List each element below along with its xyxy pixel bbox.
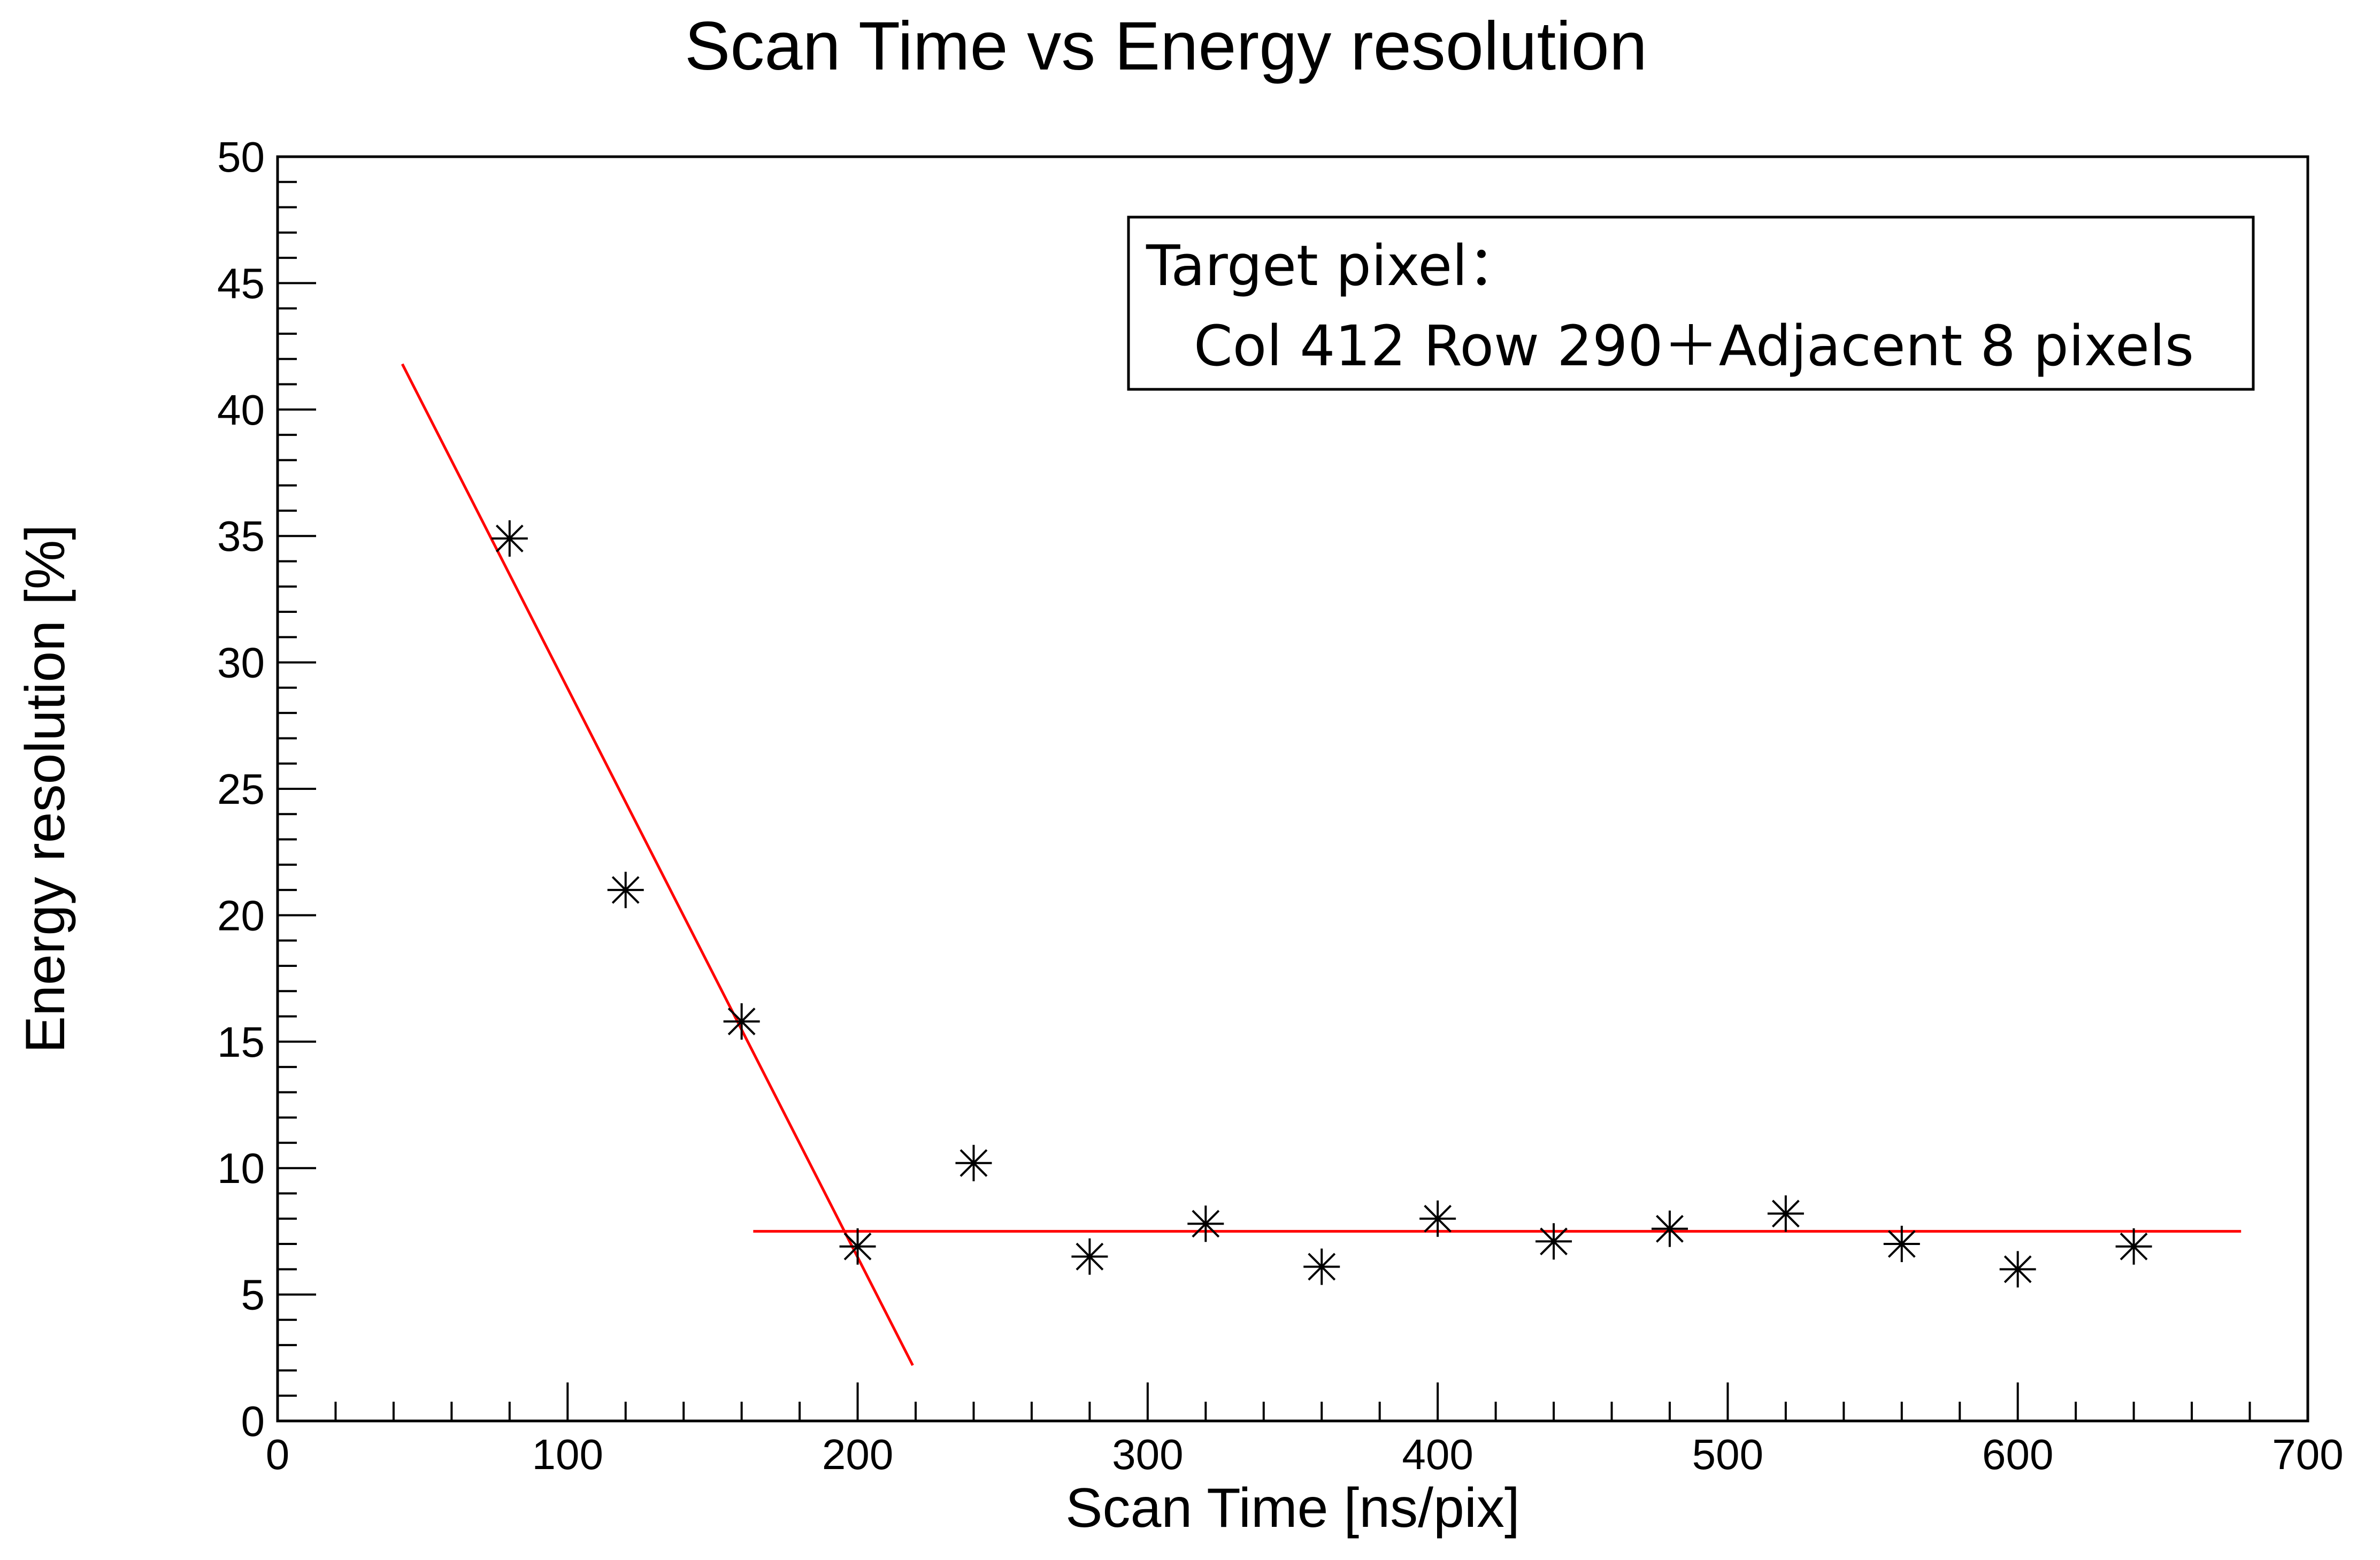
y-axis-tick-labels: 0 5 10 15 20 25 30 35 40 45 50 — [217, 133, 265, 1445]
y-tick-label: 20 — [217, 892, 265, 939]
y-tick-label: 0 — [241, 1397, 265, 1445]
x-tick-label: 400 — [1402, 1431, 1473, 1478]
x-axis-label: Scan Time [ns/pix] — [1065, 1477, 1520, 1539]
x-tick-label: 300 — [1112, 1431, 1183, 1478]
y-tick-label: 15 — [217, 1018, 265, 1066]
fit-lines — [401, 363, 2241, 1366]
data-point — [607, 872, 644, 909]
data-point — [2115, 1228, 2152, 1265]
x-tick-label: 500 — [1692, 1431, 1763, 1478]
data-point — [1999, 1251, 2036, 1288]
x-tick-label: 0 — [266, 1431, 290, 1478]
data-point — [491, 520, 528, 557]
y-tick-label: 25 — [217, 765, 265, 813]
annotation-line-1: Target pixel： — [1146, 233, 1523, 298]
data-point — [1767, 1195, 1804, 1232]
data-point — [1303, 1248, 1340, 1285]
x-tick-label: 700 — [2272, 1431, 2343, 1478]
y-axis-ticks — [278, 156, 316, 1422]
annotation-border — [1127, 216, 2255, 391]
data-point — [1419, 1200, 1456, 1237]
y-tick-label: 30 — [217, 639, 265, 687]
annotation-line-2: Col 412 Row 290＋Adjacent 8 pixels — [1194, 313, 2194, 379]
y-axis-label: Energy resolution [%] — [14, 525, 76, 1054]
data-point — [1187, 1205, 1224, 1242]
x-tick-label: 600 — [1982, 1431, 2053, 1478]
fit-line — [401, 363, 914, 1366]
y-tick-label: 10 — [217, 1144, 265, 1192]
data-point — [1651, 1210, 1688, 1247]
data-point — [1071, 1238, 1108, 1275]
data-point — [1883, 1226, 1920, 1263]
data-point — [839, 1228, 876, 1265]
y-tick-label: 5 — [241, 1271, 265, 1319]
y-tick-label: 35 — [217, 512, 265, 560]
annotation-box: Target pixel： Col 412 Row 290＋Adjacent 8… — [1127, 216, 2255, 391]
x-tick-label: 100 — [532, 1431, 603, 1478]
data-point — [1536, 1223, 1572, 1260]
data-point — [955, 1144, 992, 1181]
data-point — [723, 1003, 760, 1040]
y-tick-label: 45 — [217, 259, 265, 307]
x-axis-tick-labels: 0 100 200 300 400 500 600 700 — [266, 1431, 2344, 1478]
x-tick-label: 200 — [822, 1431, 893, 1478]
y-tick-label: 40 — [217, 386, 265, 434]
x-axis-ticks — [277, 1382, 2309, 1421]
chart-title: Scan Time vs Energy resolution — [685, 8, 1647, 84]
y-tick-label: 50 — [217, 133, 265, 181]
data-points — [491, 520, 2152, 1288]
